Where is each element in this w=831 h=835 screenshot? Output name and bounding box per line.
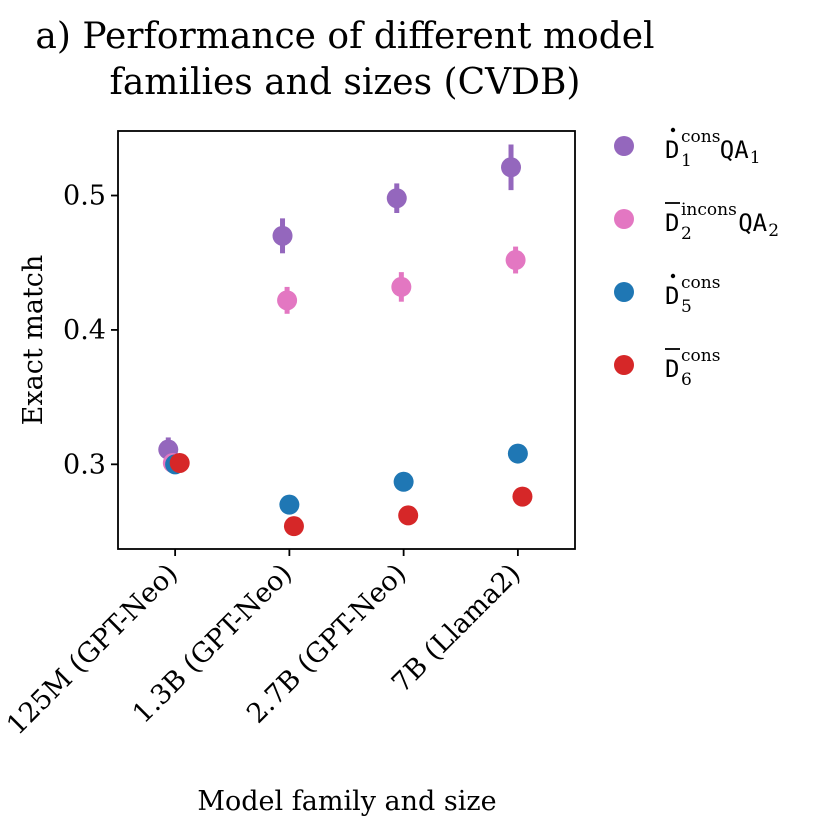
legend-suffix: QA: [738, 209, 767, 237]
data-point: [512, 486, 533, 507]
legend-subscript: 1: [681, 151, 692, 171]
y-axis: 0.3 0.4 0.5: [63, 181, 118, 480]
data-point: [279, 494, 300, 515]
plot-area: [117, 130, 576, 550]
series-2: [162, 246, 526, 473]
data-point: [283, 516, 304, 537]
data-point: [393, 471, 414, 492]
legend-marker: [614, 355, 634, 375]
data-point: [507, 443, 528, 464]
y-axis-label: Exact match: [18, 255, 49, 426]
series-4: [169, 452, 533, 537]
chart-title-line-2: families and sizes (CVDB): [109, 62, 581, 103]
x-axis-label: Model family and size: [197, 786, 496, 817]
legend-symbol: D: [665, 282, 679, 310]
legend-symbol: D: [665, 136, 679, 164]
legend-accent-dot: [670, 127, 676, 133]
data-point: [386, 188, 407, 209]
series-3: [165, 443, 528, 515]
data-point: [169, 452, 190, 473]
legend-accent-dot: [670, 273, 676, 279]
legend-superscript: incons: [681, 200, 737, 220]
legend-subscript: 5: [681, 297, 692, 317]
y-tick-label: 0.5: [63, 181, 106, 212]
legend-symbol: D: [665, 209, 679, 237]
data-point: [272, 225, 293, 246]
y-tick-label: 0.4: [63, 315, 106, 346]
legend-marker: [614, 209, 634, 229]
legend-marker: [614, 282, 634, 302]
chart-title: a) Performance of different model famili…: [0, 14, 690, 106]
data-point: [398, 505, 419, 526]
legend-marker: [614, 136, 634, 156]
legend-superscript: cons: [681, 346, 720, 366]
data-point: [505, 250, 526, 271]
data-point: [501, 157, 522, 178]
data-point: [391, 276, 412, 297]
legend-suffix: QA: [720, 136, 749, 164]
series-layer: [158, 144, 533, 537]
legend-suffix-subscript: 2: [768, 221, 779, 241]
legend-superscript: cons: [681, 127, 720, 147]
legend-subscript: 6: [681, 370, 692, 390]
legend-superscript: cons: [681, 273, 720, 293]
legend-subscript: 2: [681, 224, 692, 244]
legend-suffix-subscript: 1: [750, 148, 761, 168]
plot-frame: [117, 130, 576, 550]
data-point: [277, 290, 298, 311]
series-1: [158, 144, 522, 462]
legend-symbol: D: [665, 355, 679, 383]
chart-title-line-1: a) Performance of different model: [35, 16, 655, 57]
y-tick-label: 0.3: [63, 449, 106, 480]
x-axis: 125M (GPT-Neo)1.3B (GPT-Neo)2.7B (GPT-Ne…: [1, 549, 527, 741]
